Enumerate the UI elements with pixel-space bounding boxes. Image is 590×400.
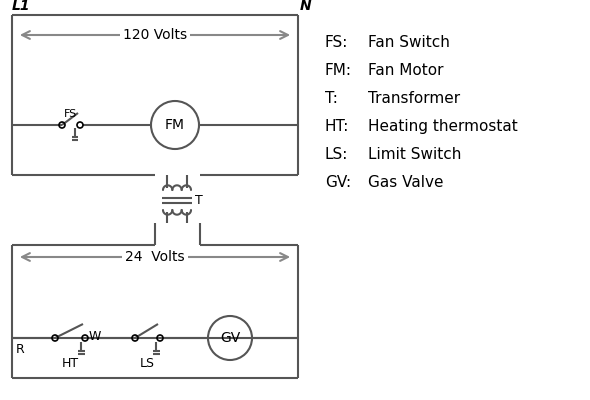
Text: FM:: FM: [325, 63, 352, 78]
Text: Transformer: Transformer [368, 91, 460, 106]
Text: N: N [300, 0, 312, 13]
Text: R: R [16, 343, 25, 356]
Text: T:: T: [325, 91, 338, 106]
Text: LS: LS [140, 357, 155, 370]
Text: HT: HT [61, 357, 78, 370]
Text: W: W [89, 330, 101, 342]
Text: L1: L1 [12, 0, 31, 13]
Text: GV: GV [220, 331, 240, 345]
Text: Limit Switch: Limit Switch [368, 147, 461, 162]
Text: Gas Valve: Gas Valve [368, 175, 444, 190]
Text: HT:: HT: [325, 119, 349, 134]
Text: Fan Motor: Fan Motor [368, 63, 444, 78]
Text: LS:: LS: [325, 147, 348, 162]
Text: FS:: FS: [325, 35, 348, 50]
Text: 24  Volts: 24 Volts [125, 250, 185, 264]
Text: Fan Switch: Fan Switch [368, 35, 450, 50]
Text: T: T [195, 194, 203, 206]
Text: GV:: GV: [325, 175, 351, 190]
Text: 120 Volts: 120 Volts [123, 28, 187, 42]
Text: Heating thermostat: Heating thermostat [368, 119, 518, 134]
Text: FM: FM [165, 118, 185, 132]
Text: FS: FS [64, 109, 77, 119]
